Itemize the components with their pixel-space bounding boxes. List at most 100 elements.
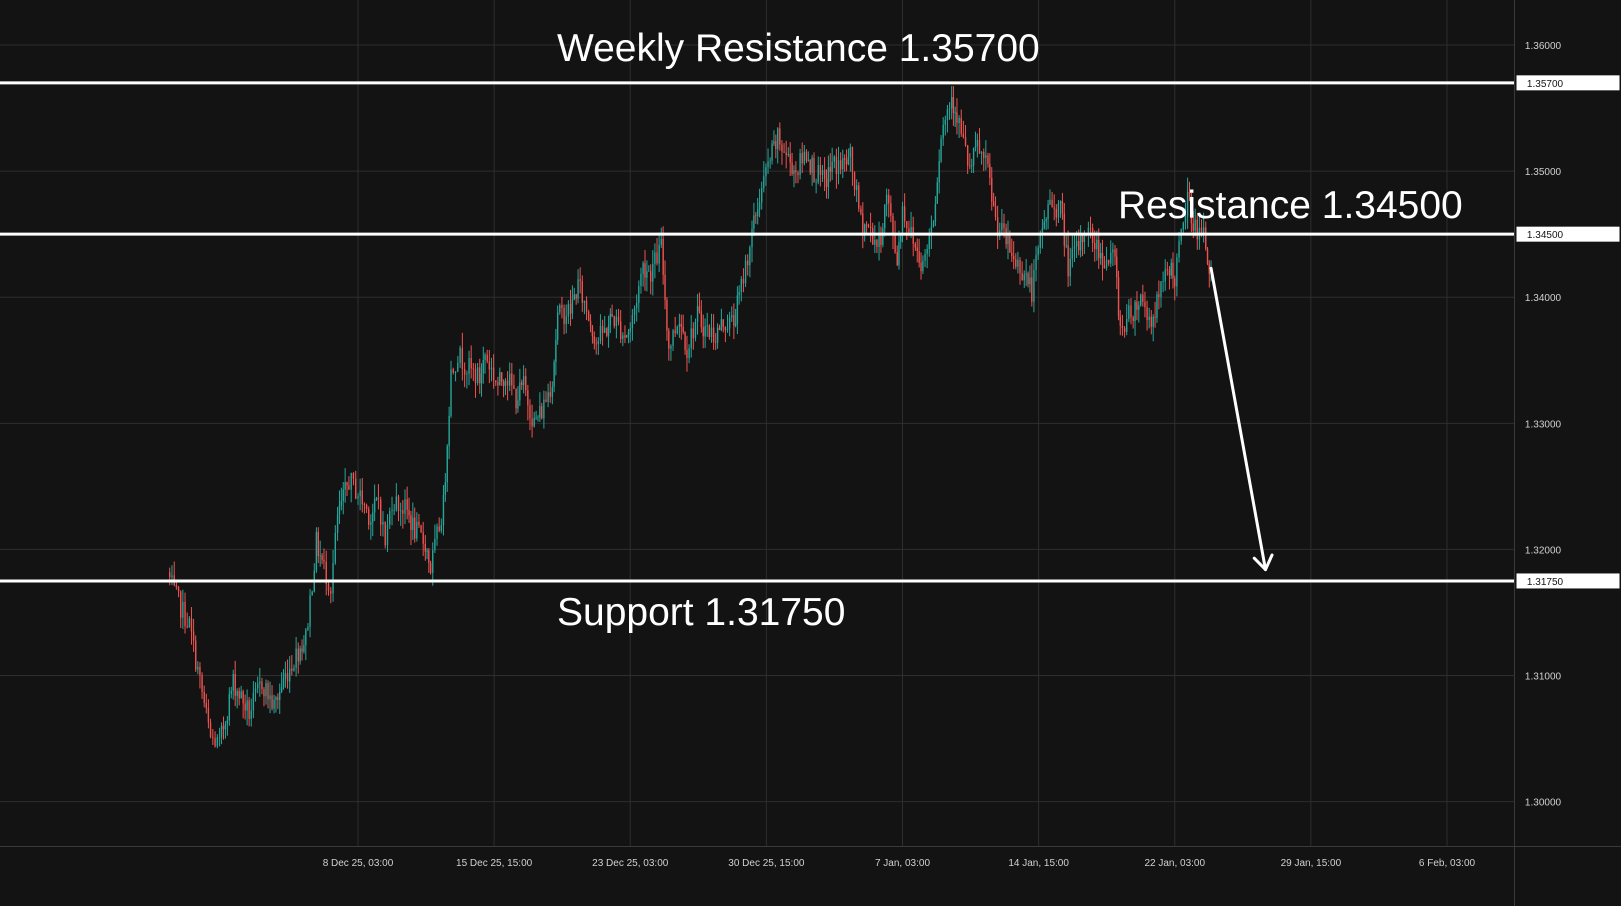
candle-body [787, 153, 790, 155]
candle-body [976, 140, 979, 147]
candle-body [391, 510, 393, 512]
candle-body [511, 373, 513, 386]
candle-body [789, 153, 791, 163]
candle-body [497, 382, 499, 386]
candle-body [1156, 294, 1158, 318]
price-tag-text: 1.34500 [1527, 230, 1564, 241]
candle-body [894, 234, 896, 253]
candle-body [379, 499, 382, 525]
candle-body [964, 137, 967, 146]
candle-body [755, 215, 757, 217]
candle-body [1057, 203, 1060, 218]
candle-body [726, 328, 729, 331]
candle-body [880, 235, 882, 245]
candle-body [299, 648, 301, 662]
candle-body [429, 562, 432, 573]
candle-body [575, 294, 577, 299]
candle-body [499, 372, 501, 386]
candles [168, 86, 1212, 749]
candle-body [728, 317, 731, 329]
candle-body [656, 252, 658, 264]
candle-body [521, 382, 523, 385]
candle-body [763, 176, 765, 189]
candle-body [317, 532, 319, 556]
candle-body [486, 354, 488, 362]
candle-body [295, 648, 297, 668]
candle-body [426, 550, 428, 552]
candle-body [531, 418, 533, 427]
candle-body [375, 498, 378, 500]
candle-body [793, 170, 795, 174]
candle-body [863, 224, 866, 235]
candle-body [1005, 228, 1007, 245]
candle-body [286, 673, 289, 682]
candle-body [1136, 301, 1138, 310]
candle-body [1158, 294, 1160, 297]
candle-body [428, 550, 430, 563]
candle-body [666, 299, 668, 331]
candle-body [847, 156, 850, 165]
candle-body [1003, 223, 1005, 229]
candle-body [1001, 223, 1003, 231]
candle-body [209, 722, 212, 737]
candle-body [654, 252, 656, 264]
candle-body [688, 348, 690, 359]
candle-body [805, 151, 808, 161]
candle-body [627, 331, 630, 336]
candle-body [829, 167, 831, 172]
candle-body [537, 417, 539, 419]
candle-body [1206, 248, 1209, 264]
candle-body [1130, 305, 1132, 318]
x-tick-label: 23 Dec 25, 03:00 [592, 858, 669, 869]
candle-body [480, 373, 483, 384]
candle-body [624, 335, 626, 338]
candle-body [226, 720, 229, 724]
candle-body [1043, 221, 1045, 229]
candle-body [860, 208, 862, 214]
candle-body [393, 509, 395, 511]
candle-body [1047, 204, 1049, 220]
candle-body [214, 738, 216, 747]
x-tick-label: 7 Jan, 03:00 [875, 858, 930, 869]
candle-body [184, 601, 186, 626]
arrow-head-icon [1252, 553, 1274, 572]
candle-body [1128, 305, 1130, 319]
candle-body [994, 205, 997, 218]
candle-body [865, 224, 868, 226]
candle-body [466, 373, 468, 375]
candle-body [1178, 241, 1180, 258]
candle-body [410, 515, 412, 530]
x-tick-label: 14 Jan, 15:00 [1008, 858, 1069, 869]
candle-body [930, 226, 933, 236]
candle-body [500, 372, 503, 382]
candle-body [734, 323, 737, 326]
candle-body [297, 648, 299, 662]
candle-body [756, 209, 759, 217]
candle-body [876, 239, 878, 247]
candle-body [898, 241, 900, 266]
candle-body [783, 151, 785, 153]
candle-body [175, 585, 178, 587]
candle-body [533, 418, 535, 427]
candle-body [541, 406, 543, 419]
candle-body [325, 561, 327, 585]
candle-body [1041, 228, 1044, 235]
candle-body [631, 315, 634, 329]
candle-body [248, 700, 250, 719]
candle-body [775, 141, 777, 149]
candle-body [874, 239, 876, 245]
candle-body [275, 697, 277, 700]
candle-body [1081, 234, 1084, 243]
candle-body [577, 279, 579, 299]
candle-body [305, 629, 307, 646]
candle-body [1017, 259, 1019, 267]
candle-body [238, 690, 240, 699]
candle-body [338, 505, 341, 515]
candle-body [1116, 256, 1118, 278]
candle-body [827, 167, 830, 188]
candle-body [504, 380, 507, 387]
candle-body [236, 690, 238, 696]
candle-body [1063, 213, 1066, 246]
candle-body [644, 263, 646, 278]
candle-body [769, 160, 771, 162]
